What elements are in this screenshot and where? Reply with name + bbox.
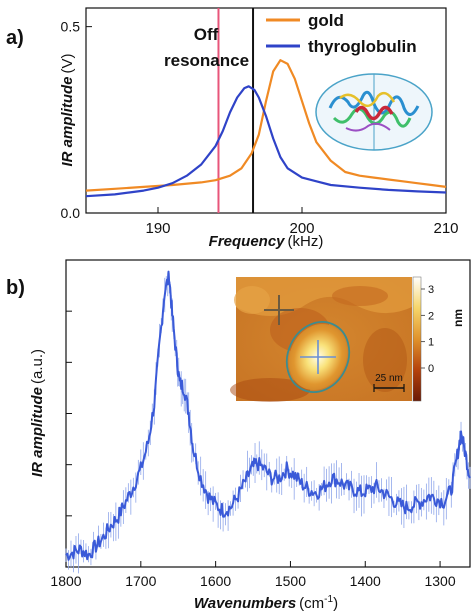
series-line-gold: [85, 59, 447, 192]
colorbar: [412, 276, 422, 402]
colorbar-tick-label: 2: [428, 310, 434, 322]
off-resonance-line1: Off: [194, 25, 219, 44]
colorbar-tick-label: 0: [428, 363, 434, 375]
panel-a-yunit: (V): [59, 53, 76, 73]
panel-b-x-tick-label: 1400: [350, 573, 381, 589]
panel-a-x-tick-label: 210: [433, 220, 458, 237]
colorbar-unit: nm: [451, 309, 465, 327]
molecule-outline: [285, 321, 351, 393]
panel-b-x-tick-label: 1800: [50, 573, 81, 589]
panel-a: a) 190 200 210 0.0 0.5 Off resonance gold th…: [6, 7, 459, 250]
panel-b-ticks: 1800 1700 1600 1500 1400 1300: [50, 310, 456, 589]
panel-b-label: b): [6, 277, 25, 299]
scale-bar-label: 25 nm: [375, 373, 403, 384]
panel-b-x-tick-label: 1500: [275, 573, 306, 589]
panel-b-x-tick-label: 1700: [125, 573, 156, 589]
legend-label-gold: gold: [308, 11, 344, 30]
panel-a-label: a): [6, 27, 24, 49]
afm-image-inset: 25 nm 3 2 1 0 nm: [230, 276, 465, 402]
panel-b-y-axis-title: IR amplitude (a.u.): [29, 349, 46, 477]
colorbar-tick-label: 3: [428, 284, 434, 296]
protein-structure-inset: [315, 73, 433, 151]
panel-b-xunit: (cm: [299, 595, 324, 612]
panel-a-plot-frame: [85, 7, 447, 214]
panel-b-series: [65, 270, 471, 574]
panel-a-y-tick-label: 0.0: [61, 205, 81, 221]
off-resonance-line2: resonance: [164, 51, 249, 70]
panel-a-y-tick-label: 0.5: [61, 19, 81, 35]
panel-a-x-tick-label: 190: [145, 220, 170, 237]
panel-b-x-axis-title: Wavenumbers (cm-1): [194, 594, 338, 612]
panel-b-x-tick-label: 1600: [200, 573, 231, 589]
panel-a-ylabel: IR amplitude: [59, 76, 76, 166]
panel-b-ylabel: IR amplitude: [29, 387, 46, 477]
panel-a-vlines: [217, 8, 255, 213]
panel-a-y-axis-title: IR amplitude (V): [59, 53, 76, 166]
series-line-thyroglobulin: [85, 85, 447, 198]
legend-label-thyroglobulin: thyroglobulin: [308, 37, 417, 56]
panel-b-x-tick-label: 1300: [424, 573, 455, 589]
panel-b-yunit: (a.u.): [29, 349, 46, 384]
panel-b-xlabel: Wavenumbers: [194, 595, 296, 612]
panel-a-xunit: (kHz): [288, 233, 324, 250]
colorbar-tick-label: 1: [428, 337, 434, 349]
panel-a-xlabel: Frequency: [209, 233, 286, 250]
colorbar-ticks: 3 2 1 0: [421, 284, 434, 375]
panel-a-x-tick-label: 200: [289, 220, 314, 237]
panel-a-legend: gold thyroglobulin: [266, 11, 417, 56]
panel-b: b) 1800 1700 1600 1500 1400 1300 25 nm 3 2 1 0: [6, 259, 471, 612]
panel-b-xunit-close: ): [333, 595, 338, 612]
panel-a-series: [85, 59, 447, 198]
panel-b-xunit-sup: -1: [324, 594, 333, 605]
series-line-ir-spectrum: [65, 270, 471, 561]
panel-a-x-axis-title: Frequency (kHz): [209, 233, 324, 250]
panel-a-ticks: 190 200 210 0.0 0.5: [61, 19, 459, 237]
